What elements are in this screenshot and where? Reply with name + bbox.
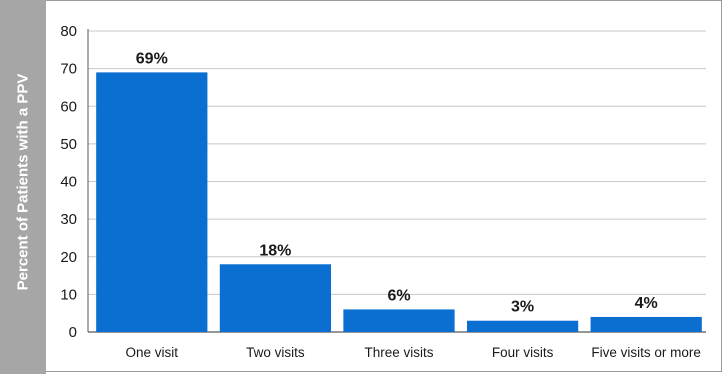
- x-tick-label: Two visits: [246, 345, 305, 360]
- y-axis-label-band: Percent of Patients with a PPV: [0, 0, 46, 374]
- y-tick-label: 50: [60, 136, 77, 153]
- y-tick-label: 80: [60, 23, 77, 40]
- bar: [96, 72, 208, 332]
- y-tick-label: 10: [60, 286, 77, 303]
- bar: [343, 309, 455, 332]
- bar: [590, 316, 702, 332]
- bar-data-label: 69%: [136, 50, 168, 67]
- bar-data-label: 4%: [635, 295, 658, 312]
- y-tick-label: 40: [60, 174, 77, 191]
- chart-frame: [46, 0, 722, 372]
- x-tick-label: Three visits: [364, 345, 433, 360]
- x-tick-label: Four visits: [492, 345, 554, 360]
- y-tick-label: 70: [60, 61, 77, 78]
- y-tick-label: 60: [60, 98, 77, 115]
- x-tick-label: One visit: [126, 345, 179, 360]
- bar-data-label: 18%: [259, 242, 291, 259]
- bar-data-label: 6%: [387, 287, 410, 304]
- bar: [466, 320, 579, 332]
- bar: [219, 264, 332, 332]
- bar-data-label: 3%: [511, 299, 534, 316]
- y-tick-label: 30: [60, 211, 77, 228]
- y-tick-label: 20: [60, 249, 77, 266]
- y-tick-label: 0: [69, 324, 77, 341]
- x-tick-label: Five visits or more: [591, 345, 701, 360]
